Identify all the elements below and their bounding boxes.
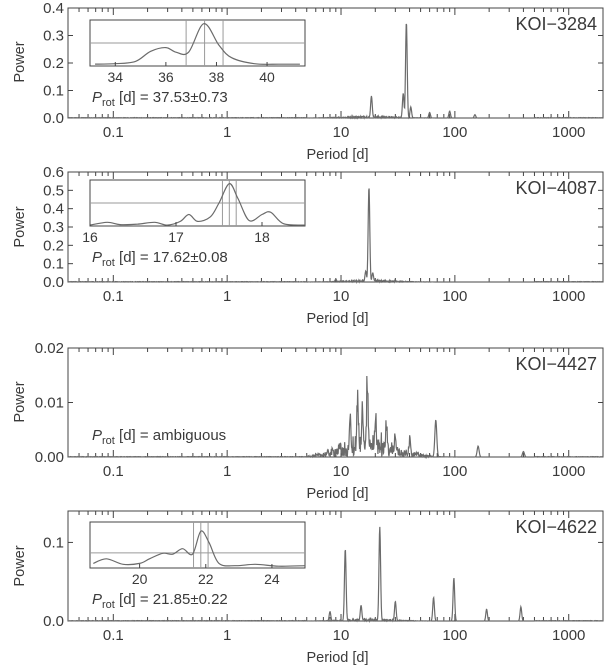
prot-value: [d] = ambiguous xyxy=(115,427,226,444)
y-tick-label: 0.2 xyxy=(43,237,64,254)
y-tick-label: 0.3 xyxy=(43,219,64,236)
inset-x-tick-label: 24 xyxy=(264,571,280,587)
prot-value: [d] = 17.62±0.08 xyxy=(115,249,228,266)
x-tick-label: 0.1 xyxy=(103,288,124,305)
inset-x-tick-label: 22 xyxy=(198,571,214,587)
x-tick-label: 10 xyxy=(333,627,350,644)
x-tick-label: 0.1 xyxy=(103,627,124,644)
x-axis-label: Period [d] xyxy=(306,147,368,163)
y-tick-label: 0.1 xyxy=(43,534,64,551)
prot-value: [d] = 37.53±0.73 xyxy=(115,89,228,106)
x-tick-label: 1000 xyxy=(552,124,585,141)
prot-subscript: rot xyxy=(102,97,115,109)
prot-symbol: P xyxy=(92,591,102,608)
y-tick-label: 0.3 xyxy=(43,28,64,45)
x-tick-label: 100 xyxy=(442,124,467,141)
periodogram-line xyxy=(67,23,603,120)
x-tick-label: 1 xyxy=(223,288,231,305)
inset-x-tick-label: 17 xyxy=(168,229,184,245)
inset-x-tick-label: 36 xyxy=(158,69,174,85)
koi-name: KOI−4622 xyxy=(515,517,597,537)
prot-subscript: rot xyxy=(102,257,115,269)
x-tick-label: 0.1 xyxy=(103,463,124,480)
x-tick-label: 1 xyxy=(223,124,231,141)
panel-3: 0.00 0.01 0.02 0.1 1 10 100 1000 Period [d] Power… xyxy=(12,340,604,502)
y-tick-label: 0.0 xyxy=(43,274,64,291)
y-axis-label: Power xyxy=(12,41,28,82)
koi-name: KOI−4087 xyxy=(515,178,597,198)
y-tick-label: 0.1 xyxy=(43,256,64,273)
x-tick-label: 100 xyxy=(442,463,467,480)
periodogram-line xyxy=(67,188,604,285)
y-tick-label: 0.2 xyxy=(43,55,64,72)
panel-2: 0.00.10.20.30.40.50.60.1 1 10 100 1000Period… xyxy=(12,164,604,327)
y-tick-label: 0.01 xyxy=(35,395,64,412)
y-tick-label: 0.0 xyxy=(43,613,64,630)
periodogram-line xyxy=(67,375,604,460)
y-axis-label: Power xyxy=(12,206,28,247)
x-axis-label: Period [d] xyxy=(306,650,368,666)
inset-x-tick-label: 20 xyxy=(132,571,148,587)
x-axis-label: Period [d] xyxy=(306,486,368,502)
inset-x-tick-label: 40 xyxy=(259,69,275,85)
inset-plot: 20 22 24 xyxy=(89,521,306,587)
inset-curve xyxy=(89,183,306,226)
x-tick-label: 1000 xyxy=(552,627,585,644)
prot-label: Prot [d] = ambiguous xyxy=(92,427,226,447)
x-tick-label: 10 xyxy=(333,124,350,141)
inset-plot: 16 17 18 xyxy=(82,179,306,245)
inset-curve xyxy=(95,23,300,65)
x-tick-label: 0.1 xyxy=(103,124,124,141)
prot-label: Prot [d] = 21.85±0.22 xyxy=(92,591,228,611)
x-tick-label: 1 xyxy=(223,463,231,480)
y-tick-label: 0.5 xyxy=(43,182,64,199)
panel-4: 0.0 0.1 0.1 1 10 100 1000 Period [d] Power KOI−46… xyxy=(12,510,604,666)
panel-1: 0.0 0.1 0.2 0.3 0.4 0.1 1 10 100 1000 Period [d] Po… xyxy=(12,0,604,163)
x-tick-label: 1000 xyxy=(552,288,585,305)
inset-frame xyxy=(89,521,306,569)
inset-x-tick-label: 16 xyxy=(82,229,98,245)
prot-symbol: P xyxy=(92,89,102,106)
prot-label: Prot [d] = 37.53±0.73 xyxy=(92,89,228,109)
koi-name: KOI−3284 xyxy=(515,14,597,34)
x-tick-label: 10 xyxy=(333,288,350,305)
x-tick-label: 100 xyxy=(442,627,467,644)
prot-label: Prot [d] = 17.62±0.08 xyxy=(92,249,228,269)
prot-symbol: P xyxy=(92,249,102,266)
periodogram-line xyxy=(67,526,604,624)
x-tick-label: 1000 xyxy=(552,463,585,480)
prot-subscript: rot xyxy=(102,435,115,447)
x-axis-label: Period [d] xyxy=(306,311,368,327)
y-tick-label: 0.02 xyxy=(35,340,64,357)
prot-symbol: P xyxy=(92,427,102,444)
prot-value: [d] = 21.85±0.22 xyxy=(115,591,228,608)
y-tick-label: 0.6 xyxy=(43,164,64,181)
x-tick-label: 100 xyxy=(442,288,467,305)
y-tick-label: 0.1 xyxy=(43,83,64,100)
x-tick-label: 1 xyxy=(223,627,231,644)
y-axis-label: Power xyxy=(12,381,28,422)
y-axis-label: Power xyxy=(12,545,28,586)
inset-curve xyxy=(93,530,306,567)
inset-x-tick-label: 34 xyxy=(108,69,124,85)
inset-x-tick-label: 38 xyxy=(209,69,225,85)
y-tick-label: 0.4 xyxy=(43,0,64,17)
y-tick-label: 0.4 xyxy=(43,201,64,218)
koi-name: KOI−4427 xyxy=(515,354,597,374)
inset-x-tick-label: 18 xyxy=(254,229,270,245)
y-tick-label: 0.00 xyxy=(35,449,64,466)
prot-subscript: rot xyxy=(102,599,115,611)
inset-plot: 34 36 38 40 xyxy=(89,19,306,85)
y-tick-label: 0.0 xyxy=(43,110,64,127)
x-tick-label: 10 xyxy=(333,463,350,480)
